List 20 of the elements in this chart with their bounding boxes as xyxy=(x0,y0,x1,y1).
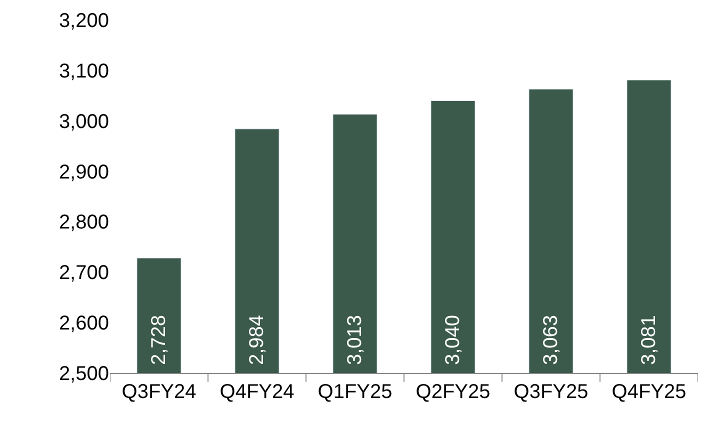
y-tick-label: 2,500 xyxy=(58,363,109,385)
data-label: 3,063 xyxy=(540,314,562,365)
y-tick-label: 2,900 xyxy=(58,161,109,184)
x-tick-label: Q3FY24 xyxy=(122,381,196,403)
x-tick-label: Q2FY25 xyxy=(416,381,490,403)
y-tick-label: 2,800 xyxy=(58,212,109,234)
x-tick-label: Q4FY24 xyxy=(220,381,294,403)
x-tick-label: Q4FY25 xyxy=(612,381,686,403)
x-tick-label: Q1FY25 xyxy=(318,381,392,403)
data-label: 3,081 xyxy=(638,314,660,365)
y-tick-label: 3,200 xyxy=(58,10,109,32)
data-label: 3,013 xyxy=(344,314,366,365)
y-tick-label: 2,700 xyxy=(58,262,109,284)
x-tick-label: Q3FY25 xyxy=(514,381,588,403)
data-label: 2,984 xyxy=(246,314,268,365)
data-label: 2,728 xyxy=(148,314,170,365)
y-tick-label: 3,000 xyxy=(58,110,109,133)
y-tick-label: 2,600 xyxy=(58,312,109,335)
y-tick-label: 3,100 xyxy=(58,60,109,82)
data-label: 3,040 xyxy=(442,314,464,365)
